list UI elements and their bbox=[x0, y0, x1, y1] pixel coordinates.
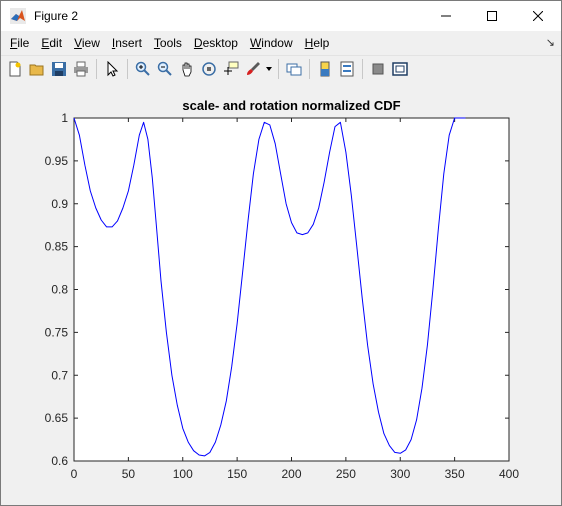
save-button[interactable] bbox=[49, 59, 69, 79]
pan-button[interactable] bbox=[177, 59, 197, 79]
close-button[interactable] bbox=[515, 1, 561, 31]
y-tick-label: 0.8 bbox=[51, 283, 68, 297]
menu-mnemonic: W bbox=[249, 36, 262, 50]
dock-arrow-icon[interactable]: ↘ bbox=[545, 37, 555, 49]
y-tick-label: 0.95 bbox=[45, 154, 69, 168]
open-file-button[interactable] bbox=[27, 59, 47, 79]
menu-view[interactable]: View bbox=[68, 31, 106, 55]
y-tick-label: 0.7 bbox=[51, 368, 68, 382]
show-plot-tools-icon bbox=[392, 62, 408, 76]
insert-legend-icon bbox=[340, 61, 354, 77]
menu-file[interactable]: File bbox=[4, 31, 35, 55]
minimize-button[interactable] bbox=[423, 1, 469, 31]
chart-title: scale- and rotation normalized CDF bbox=[182, 98, 400, 113]
insert-colorbar-icon bbox=[320, 61, 330, 77]
menu-mnemonic: V bbox=[74, 36, 82, 50]
x-tick-label: 100 bbox=[173, 467, 193, 481]
close-icon bbox=[533, 11, 543, 21]
figure-toolbar bbox=[1, 56, 561, 83]
show-plot-tools-button[interactable] bbox=[390, 59, 410, 79]
series-line-0 bbox=[73, 117, 466, 457]
hide-plot-tools-icon bbox=[372, 63, 384, 75]
data-cursor-button[interactable] bbox=[221, 59, 241, 79]
brush-dropdown[interactable] bbox=[265, 59, 273, 79]
y-tick-label: 1 bbox=[61, 111, 68, 125]
y-tick-label: 0.6 bbox=[51, 454, 68, 468]
zoom-out-button[interactable] bbox=[155, 59, 175, 79]
menu-label: indow bbox=[261, 36, 293, 50]
toolbar-separator bbox=[309, 59, 310, 79]
maximize-icon bbox=[487, 11, 497, 21]
menu-edit[interactable]: Edit bbox=[35, 31, 68, 55]
new-figure-button[interactable] bbox=[5, 59, 25, 79]
menu-tools[interactable]: Tools bbox=[148, 31, 188, 55]
toolbar-separator bbox=[127, 59, 128, 79]
open-file-icon bbox=[29, 64, 44, 76]
figure-canvas: scale- and rotation normalized CDF 0 50 100… bbox=[1, 82, 561, 505]
menu-desktop[interactable]: Desktop bbox=[188, 31, 244, 55]
menu-mnemonic: E bbox=[41, 36, 50, 50]
insert-legend-button[interactable] bbox=[337, 59, 357, 79]
y-tick-label: 0.65 bbox=[45, 411, 69, 425]
print-button[interactable] bbox=[71, 59, 91, 79]
new-figure-icon bbox=[9, 61, 21, 77]
zoom-out-icon bbox=[157, 61, 172, 76]
toolbar-separator bbox=[278, 59, 279, 79]
rotate-3d-button[interactable] bbox=[199, 59, 219, 79]
menu-mnemonic: D bbox=[193, 36, 203, 50]
rotate-3d-icon bbox=[202, 62, 216, 76]
y-tick-label: 0.85 bbox=[45, 240, 69, 254]
matlab-icon bbox=[10, 8, 26, 24]
menu-help[interactable]: Help bbox=[299, 31, 336, 55]
menu-bar: File Edit View Insert Tools Desktop Window Help… bbox=[1, 31, 561, 56]
menu-mnemonic: H bbox=[304, 36, 314, 50]
data-cursor-icon bbox=[224, 61, 239, 75]
x-tick-label: 0 bbox=[71, 467, 78, 481]
brush-icon bbox=[247, 62, 260, 75]
insert-colorbar-button[interactable] bbox=[315, 59, 335, 79]
x-tick-label: 350 bbox=[445, 467, 465, 481]
menu-label: dit bbox=[49, 36, 63, 50]
x-tick-label: 250 bbox=[336, 467, 356, 481]
x-tick-label: 400 bbox=[499, 467, 519, 481]
menu-window[interactable]: Window bbox=[244, 31, 299, 55]
menu-mnemonic: I bbox=[111, 36, 116, 50]
x-tick-label: 300 bbox=[390, 467, 410, 481]
pan-hand-icon bbox=[182, 62, 192, 77]
line-chart: scale- and rotation normalized CDF 0 50 100… bbox=[45, 98, 520, 481]
print-icon bbox=[74, 61, 88, 77]
hide-plot-tools-button[interactable] bbox=[368, 59, 388, 79]
menu-insert[interactable]: Insert bbox=[106, 31, 148, 55]
menu-label: esktop bbox=[202, 36, 238, 50]
menu-label: ile bbox=[17, 36, 30, 50]
zoom-in-button[interactable] bbox=[133, 59, 153, 79]
menu-label: elp bbox=[313, 36, 330, 50]
menu-label: nsert bbox=[115, 36, 142, 50]
edit-plot-button[interactable] bbox=[102, 59, 122, 79]
brush-button[interactable] bbox=[243, 59, 263, 79]
link-plot-icon bbox=[286, 63, 302, 76]
maximize-button[interactable] bbox=[469, 1, 515, 31]
plot-axes-box bbox=[73, 117, 510, 462]
save-icon bbox=[52, 62, 66, 76]
zoom-in-icon bbox=[135, 61, 150, 76]
menu-mnemonic: F bbox=[10, 36, 18, 50]
window-title: Figure 2 bbox=[34, 9, 79, 23]
toolbar-separator bbox=[96, 59, 97, 79]
edit-plot-arrow-icon bbox=[107, 61, 119, 77]
brush-dropdown-icon bbox=[266, 67, 272, 71]
menu-label: iew bbox=[81, 36, 100, 50]
menu-label: ools bbox=[159, 36, 182, 50]
minimize-icon bbox=[441, 15, 451, 17]
title-bar: Figure 2 bbox=[1, 1, 561, 31]
x-tick-label: 50 bbox=[122, 467, 136, 481]
y-tick-label: 0.75 bbox=[45, 325, 69, 339]
y-tick-label: 0.9 bbox=[51, 197, 68, 211]
x-tick-label: 150 bbox=[227, 467, 247, 481]
x-tick-label: 200 bbox=[281, 467, 301, 481]
toolbar-separator bbox=[362, 59, 363, 79]
menu-mnemonic: T bbox=[153, 36, 160, 50]
link-plot-button[interactable] bbox=[284, 59, 304, 79]
